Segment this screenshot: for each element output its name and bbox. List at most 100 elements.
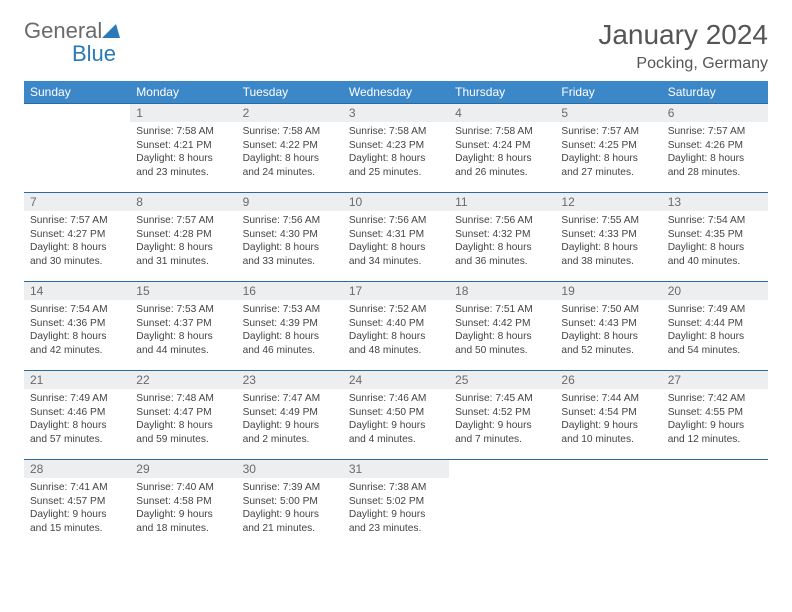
sunrise-text: Sunrise: 7:57 AM: [30, 214, 124, 228]
sunrise-text: Sunrise: 7:48 AM: [136, 392, 230, 406]
sunset-text: Sunset: 5:00 PM: [243, 495, 337, 509]
sunrise-text: Sunrise: 7:51 AM: [455, 303, 549, 317]
day-number: 5: [555, 104, 661, 122]
daylight-text: Daylight: 8 hours and 38 minutes.: [561, 241, 655, 269]
day-number: 19: [555, 282, 661, 300]
day-number: 24: [343, 371, 449, 389]
sunset-text: Sunset: 4:46 PM: [30, 406, 124, 420]
sunrise-text: Sunrise: 7:53 AM: [243, 303, 337, 317]
daylight-text: Daylight: 8 hours and 31 minutes.: [136, 241, 230, 269]
daylight-text: Daylight: 8 hours and 48 minutes.: [349, 330, 443, 358]
calendar-cell: 8Sunrise: 7:57 AMSunset: 4:28 PMDaylight…: [130, 192, 236, 281]
sunset-text: Sunset: 4:33 PM: [561, 228, 655, 242]
day-number: 17: [343, 282, 449, 300]
daylight-text: Daylight: 8 hours and 34 minutes.: [349, 241, 443, 269]
calendar-cell: 31Sunrise: 7:38 AMSunset: 5:02 PMDayligh…: [343, 459, 449, 548]
calendar-cell: 21Sunrise: 7:49 AMSunset: 4:46 PMDayligh…: [24, 370, 130, 459]
calendar-cell: 7Sunrise: 7:57 AMSunset: 4:27 PMDaylight…: [24, 192, 130, 281]
sunset-text: Sunset: 4:58 PM: [136, 495, 230, 509]
day-details: Sunrise: 7:39 AMSunset: 5:00 PMDaylight:…: [237, 478, 343, 538]
day-number: 26: [555, 371, 661, 389]
day-details: Sunrise: 7:56 AMSunset: 4:31 PMDaylight:…: [343, 211, 449, 271]
day-number: 31: [343, 460, 449, 478]
sunset-text: Sunset: 5:02 PM: [349, 495, 443, 509]
title-block: January 2024 Pocking, Germany: [598, 20, 768, 73]
calendar-head: SundayMondayTuesdayWednesdayThursdayFrid…: [24, 81, 768, 104]
sunset-text: Sunset: 4:44 PM: [668, 317, 762, 331]
calendar-row: 21Sunrise: 7:49 AMSunset: 4:46 PMDayligh…: [24, 370, 768, 459]
day-number: 30: [237, 460, 343, 478]
calendar-cell: 4Sunrise: 7:58 AMSunset: 4:24 PMDaylight…: [449, 103, 555, 192]
calendar-cell: 3Sunrise: 7:58 AMSunset: 4:23 PMDaylight…: [343, 103, 449, 192]
sunset-text: Sunset: 4:50 PM: [349, 406, 443, 420]
calendar-cell: 9Sunrise: 7:56 AMSunset: 4:30 PMDaylight…: [237, 192, 343, 281]
day-details: Sunrise: 7:46 AMSunset: 4:50 PMDaylight:…: [343, 389, 449, 449]
day-details: Sunrise: 7:52 AMSunset: 4:40 PMDaylight:…: [343, 300, 449, 360]
sunset-text: Sunset: 4:49 PM: [243, 406, 337, 420]
calendar-cell: 15Sunrise: 7:53 AMSunset: 4:37 PMDayligh…: [130, 281, 236, 370]
sunrise-text: Sunrise: 7:49 AM: [668, 303, 762, 317]
daylight-text: Daylight: 9 hours and 2 minutes.: [243, 419, 337, 447]
page-title: January 2024: [598, 20, 768, 51]
sunrise-text: Sunrise: 7:53 AM: [136, 303, 230, 317]
daylight-text: Daylight: 9 hours and 18 minutes.: [136, 508, 230, 536]
calendar-cell: 12Sunrise: 7:55 AMSunset: 4:33 PMDayligh…: [555, 192, 661, 281]
calendar-cell: 24Sunrise: 7:46 AMSunset: 4:50 PMDayligh…: [343, 370, 449, 459]
calendar-cell: 25Sunrise: 7:45 AMSunset: 4:52 PMDayligh…: [449, 370, 555, 459]
sunset-text: Sunset: 4:25 PM: [561, 139, 655, 153]
day-number: 10: [343, 193, 449, 211]
calendar-cell: 23Sunrise: 7:47 AMSunset: 4:49 PMDayligh…: [237, 370, 343, 459]
day-details: Sunrise: 7:57 AMSunset: 4:28 PMDaylight:…: [130, 211, 236, 271]
weekday-header: Tuesday: [237, 81, 343, 104]
calendar-cell: 13Sunrise: 7:54 AMSunset: 4:35 PMDayligh…: [662, 192, 768, 281]
calendar-cell: 11Sunrise: 7:56 AMSunset: 4:32 PMDayligh…: [449, 192, 555, 281]
daylight-text: Daylight: 8 hours and 50 minutes.: [455, 330, 549, 358]
sunrise-text: Sunrise: 7:56 AM: [349, 214, 443, 228]
sunset-text: Sunset: 4:42 PM: [455, 317, 549, 331]
sunset-text: Sunset: 4:22 PM: [243, 139, 337, 153]
calendar-body: 1Sunrise: 7:58 AMSunset: 4:21 PMDaylight…: [24, 103, 768, 548]
daylight-text: Daylight: 8 hours and 33 minutes.: [243, 241, 337, 269]
calendar-cell: 29Sunrise: 7:40 AMSunset: 4:58 PMDayligh…: [130, 459, 236, 548]
calendar-cell: 28Sunrise: 7:41 AMSunset: 4:57 PMDayligh…: [24, 459, 130, 548]
daylight-text: Daylight: 8 hours and 30 minutes.: [30, 241, 124, 269]
calendar-cell: [555, 459, 661, 548]
day-details: Sunrise: 7:56 AMSunset: 4:32 PMDaylight:…: [449, 211, 555, 271]
sunset-text: Sunset: 4:37 PM: [136, 317, 230, 331]
sunset-text: Sunset: 4:28 PM: [136, 228, 230, 242]
day-number: 21: [24, 371, 130, 389]
page-header: General Blue January 2024 Pocking, Germa…: [24, 20, 768, 73]
sunrise-text: Sunrise: 7:40 AM: [136, 481, 230, 495]
day-number: 8: [130, 193, 236, 211]
daylight-text: Daylight: 9 hours and 12 minutes.: [668, 419, 762, 447]
calendar-cell: 1Sunrise: 7:58 AMSunset: 4:21 PMDaylight…: [130, 103, 236, 192]
daylight-text: Daylight: 8 hours and 42 minutes.: [30, 330, 124, 358]
sunrise-text: Sunrise: 7:45 AM: [455, 392, 549, 406]
calendar-cell: 10Sunrise: 7:56 AMSunset: 4:31 PMDayligh…: [343, 192, 449, 281]
sunrise-text: Sunrise: 7:57 AM: [668, 125, 762, 139]
calendar-cell: 14Sunrise: 7:54 AMSunset: 4:36 PMDayligh…: [24, 281, 130, 370]
calendar-cell: [449, 459, 555, 548]
day-number: 6: [662, 104, 768, 122]
sunrise-text: Sunrise: 7:56 AM: [243, 214, 337, 228]
brand-text-1: General: [24, 18, 102, 43]
day-details: Sunrise: 7:45 AMSunset: 4:52 PMDaylight:…: [449, 389, 555, 449]
daylight-text: Daylight: 9 hours and 7 minutes.: [455, 419, 549, 447]
sunrise-text: Sunrise: 7:55 AM: [561, 214, 655, 228]
daylight-text: Daylight: 8 hours and 59 minutes.: [136, 419, 230, 447]
calendar-cell: 27Sunrise: 7:42 AMSunset: 4:55 PMDayligh…: [662, 370, 768, 459]
day-details: Sunrise: 7:57 AMSunset: 4:25 PMDaylight:…: [555, 122, 661, 182]
calendar-cell: [662, 459, 768, 548]
day-number: 28: [24, 460, 130, 478]
sunrise-text: Sunrise: 7:42 AM: [668, 392, 762, 406]
daylight-text: Daylight: 8 hours and 54 minutes.: [668, 330, 762, 358]
day-details: Sunrise: 7:58 AMSunset: 4:21 PMDaylight:…: [130, 122, 236, 182]
day-number: 18: [449, 282, 555, 300]
daylight-text: Daylight: 8 hours and 24 minutes.: [243, 152, 337, 180]
daylight-text: Daylight: 8 hours and 28 minutes.: [668, 152, 762, 180]
daylight-text: Daylight: 8 hours and 27 minutes.: [561, 152, 655, 180]
sunrise-text: Sunrise: 7:57 AM: [561, 125, 655, 139]
calendar-row: 1Sunrise: 7:58 AMSunset: 4:21 PMDaylight…: [24, 103, 768, 192]
daylight-text: Daylight: 8 hours and 36 minutes.: [455, 241, 549, 269]
day-details: Sunrise: 7:44 AMSunset: 4:54 PMDaylight:…: [555, 389, 661, 449]
